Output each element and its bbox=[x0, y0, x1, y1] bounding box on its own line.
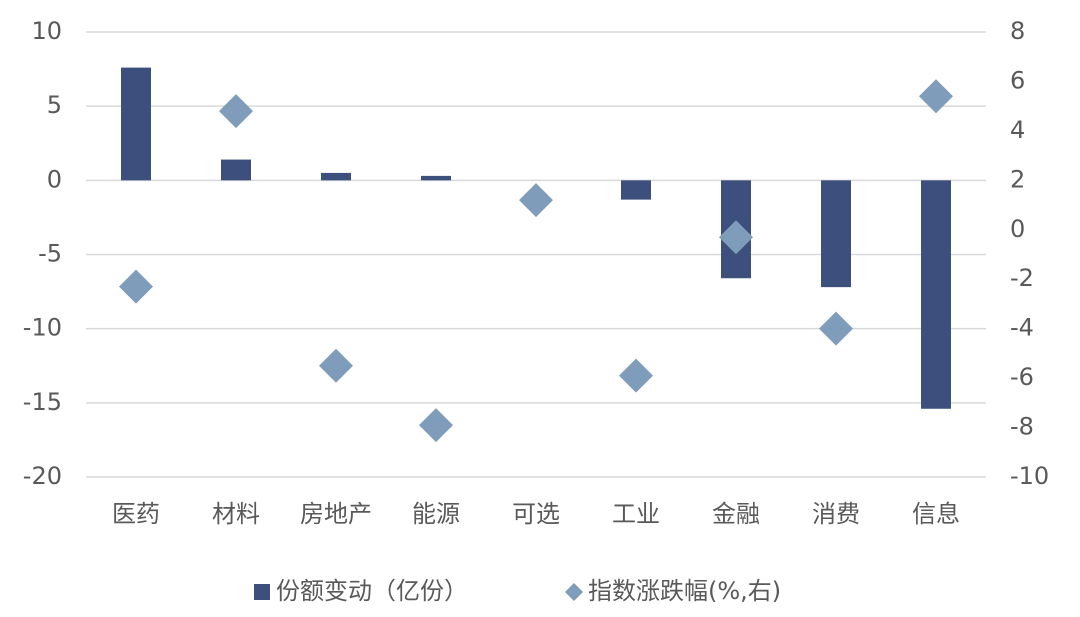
x-tick-label: 消费 bbox=[812, 500, 860, 528]
diamond-marker bbox=[119, 269, 153, 304]
y2-tick-label: -10 bbox=[1010, 462, 1049, 490]
diamond-marker bbox=[919, 79, 953, 114]
bar bbox=[421, 175, 451, 181]
x-tick-label: 信息 bbox=[912, 500, 960, 528]
y-tick-label: -10 bbox=[23, 314, 62, 342]
y-tick-label: -15 bbox=[23, 388, 62, 416]
y-tick-label: 10 bbox=[31, 17, 62, 45]
diamond-marker bbox=[719, 220, 753, 255]
bar bbox=[121, 67, 151, 181]
diamond-marker bbox=[519, 183, 553, 218]
diamond-marker bbox=[419, 408, 453, 443]
diamond-marker bbox=[819, 311, 853, 346]
x-tick-label: 金融 bbox=[712, 500, 760, 528]
diamond-marker bbox=[219, 94, 253, 129]
x-tick-label: 工业 bbox=[612, 500, 660, 528]
diamond-marker bbox=[319, 348, 353, 383]
legend-swatch bbox=[254, 584, 270, 600]
y-tick-label: 0 bbox=[47, 165, 62, 193]
legend-swatch bbox=[565, 583, 583, 601]
bar bbox=[921, 180, 951, 409]
y2-tick-label: -8 bbox=[1010, 413, 1034, 441]
y2-tick-label: 2 bbox=[1010, 165, 1025, 193]
y2-tick-label: -2 bbox=[1010, 264, 1034, 292]
bar bbox=[821, 180, 851, 288]
y2-tick-label: 6 bbox=[1010, 66, 1025, 94]
x-tick-label: 可选 bbox=[512, 500, 560, 528]
y2-tick-label: 8 bbox=[1010, 17, 1025, 45]
y2-tick-label: 0 bbox=[1010, 215, 1025, 243]
bar bbox=[321, 172, 351, 181]
x-tick-label: 房地产 bbox=[300, 500, 372, 528]
x-tick-label: 材料 bbox=[212, 500, 260, 528]
y-tick-label: -5 bbox=[38, 240, 62, 268]
legend-label: 指数涨跌幅(%,右) bbox=[588, 577, 781, 605]
x-tick-label: 能源 bbox=[412, 500, 460, 528]
legend-label: 份额变动（亿份） bbox=[276, 577, 468, 605]
diamond-marker bbox=[619, 358, 653, 393]
y2-tick-label: -6 bbox=[1010, 363, 1034, 391]
y2-tick-label: 4 bbox=[1010, 116, 1025, 144]
x-tick-label: 医药 bbox=[112, 500, 160, 528]
y-tick-label: -20 bbox=[23, 462, 62, 490]
y2-tick-label: -4 bbox=[1010, 314, 1034, 342]
bar bbox=[221, 159, 251, 181]
y-tick-label: 5 bbox=[47, 91, 62, 119]
bar bbox=[621, 180, 651, 200]
